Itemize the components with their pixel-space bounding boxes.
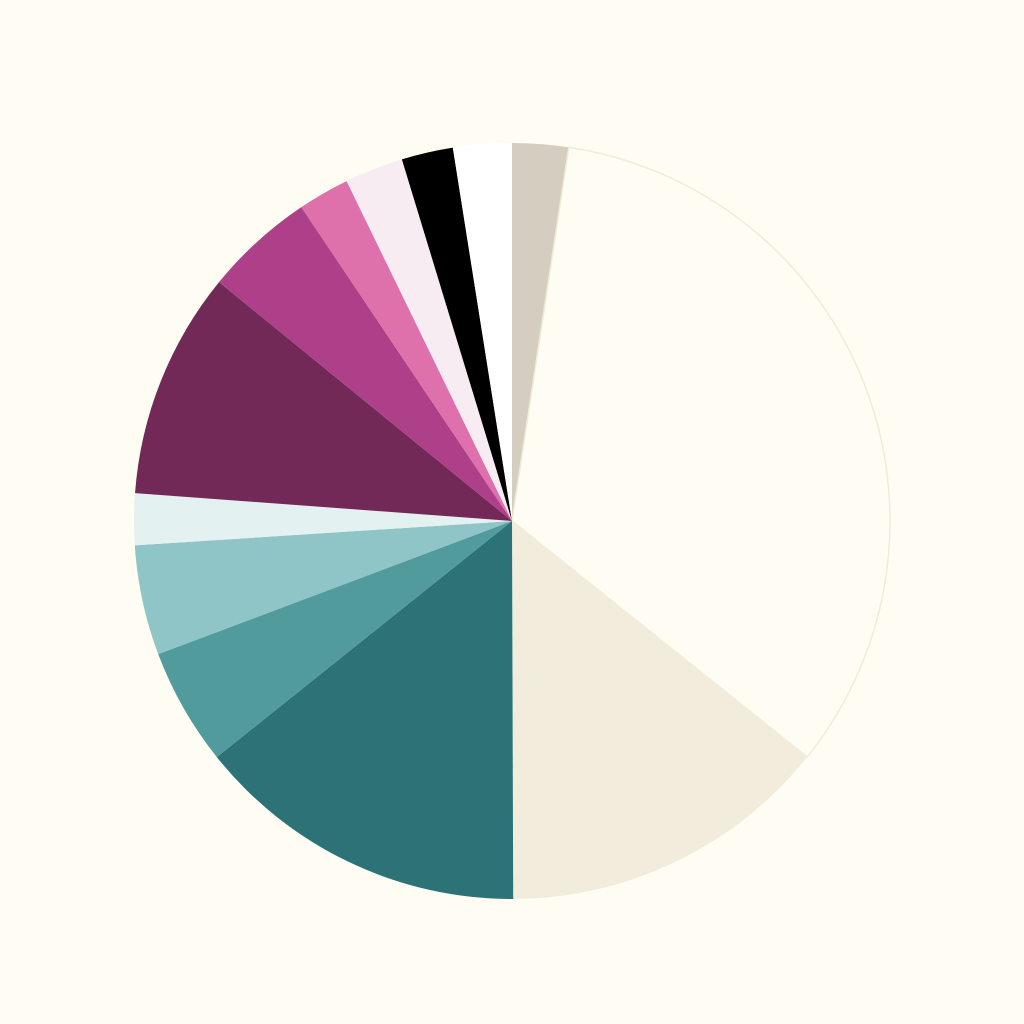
pie-slice-13	[452, 143, 512, 521]
pie-slice-11	[346, 159, 512, 521]
pie-slice-4	[216, 521, 514, 899]
pie-slice-10	[301, 181, 512, 521]
pie-slice-12	[401, 147, 512, 521]
pie-slice-7	[134, 493, 512, 546]
pie-slice-2	[511, 146, 891, 759]
pie-slices	[134, 143, 891, 899]
pie-slice-8	[135, 282, 512, 521]
pie-slice-3	[512, 521, 808, 899]
pie-slice-5	[158, 521, 512, 758]
pie-slice-9	[219, 207, 512, 522]
pie-slice-6	[134, 521, 512, 655]
